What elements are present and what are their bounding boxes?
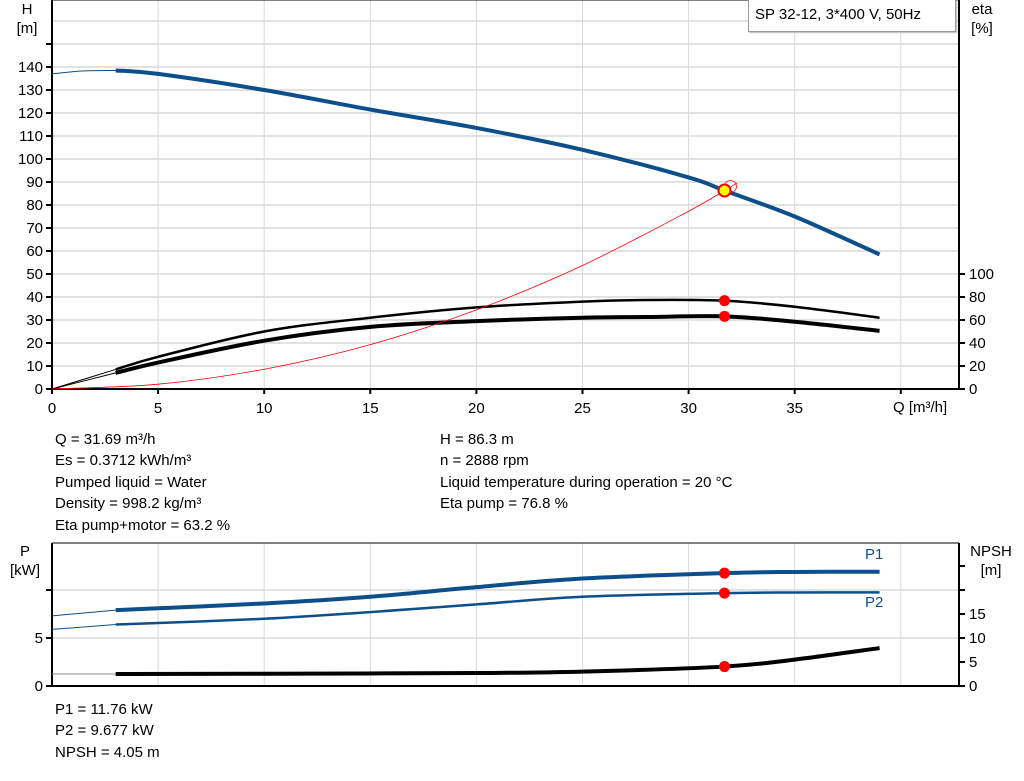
h-label: H	[21, 1, 33, 18]
result-eta-pump: Eta pump = 76.8 %	[440, 495, 568, 512]
duty-point-p2	[718, 587, 730, 599]
right-tick-label: 5	[969, 654, 977, 671]
result-eta-pump-motor: Eta pump+motor = 63.2 %	[55, 517, 231, 534]
npsh-unit: [m]	[980, 562, 1002, 579]
right-tick-label: 80	[969, 289, 986, 306]
result-h: H = 86.3 m	[440, 431, 514, 448]
npsh-label: NPSH	[970, 543, 1012, 560]
left-tick-label: 0	[35, 678, 43, 695]
series-eta-pump-motor-extrapolated	[51, 372, 116, 390]
series-p2-extrapolated	[51, 624, 116, 630]
result-temp: Liquid temperature during operation = 20…	[440, 474, 733, 491]
right-tick-label: 20	[969, 358, 986, 375]
duty-point-head	[717, 183, 732, 198]
eta-unit: [%]	[971, 20, 993, 37]
result-density: Density = 998.2 kg/m³	[55, 495, 202, 512]
right-tick-label: 100	[969, 266, 994, 283]
x-tick-label: 5	[154, 400, 162, 417]
right-tick-label: 40	[969, 335, 986, 352]
left-tick-label: 120	[18, 105, 43, 122]
result-p2: P2 = 9.677 kW	[55, 722, 154, 739]
x-tick-label: 35	[786, 400, 803, 417]
h-axis-label: H [m]	[12, 0, 42, 38]
right-tick-label: 15	[969, 606, 986, 623]
left-tick-label: 0	[35, 381, 43, 398]
q-axis-label: Q [m³/h]	[893, 399, 948, 416]
left-tick-label: 20	[26, 335, 43, 352]
legend-box: SP 32-12, 3*400 V, 50Hz	[748, 0, 956, 32]
result-p1: P1 = 11.76 kW	[55, 701, 153, 718]
h-unit: [m]	[16, 20, 38, 37]
series-p1	[115, 569, 880, 613]
series-system-curve	[51, 182, 738, 390]
x-tick-label: 25	[574, 400, 591, 417]
p1-series-label: P1	[865, 546, 884, 563]
left-tick-label: 110	[19, 128, 43, 145]
right-tick-label: 0	[969, 381, 977, 398]
right-tick-label: 0	[969, 678, 977, 695]
series-p1-extrapolated	[51, 609, 116, 617]
result-npsh: NPSH = 4.05 m	[55, 744, 160, 761]
p-axis-label: P [kW]	[5, 542, 45, 580]
duty-point-eta-pump	[718, 295, 730, 307]
x-tick-label: 30	[680, 400, 697, 417]
result-es: Es = 0.3712 kWh/m³	[55, 452, 192, 469]
series-eta-pump-extrapolated	[51, 368, 116, 390]
eta-label: eta	[971, 1, 993, 18]
left-tick-label: 70	[26, 220, 43, 237]
result-liquid: Pumped liquid = Water	[55, 474, 207, 491]
x-tick-label: 0	[48, 400, 56, 417]
duty-point-npsh	[718, 661, 730, 673]
result-n: n = 2888 rpm	[440, 452, 529, 469]
p-label: P	[19, 543, 30, 560]
series-h	[115, 68, 881, 257]
left-tick-label: 5	[35, 630, 43, 647]
series-p2	[115, 591, 880, 626]
x-tick-label: 15	[362, 400, 379, 417]
right-tick-label: 60	[969, 312, 986, 329]
series-eta-pump-motor	[115, 314, 880, 375]
p2-series-label: P2	[865, 594, 884, 611]
duty-point-eta-pump-motor	[718, 310, 730, 322]
left-tick-label: 100	[18, 151, 43, 168]
x-tick-label: 10	[256, 400, 273, 417]
x-tick-label: 20	[468, 400, 485, 417]
p-unit: [kW]	[10, 562, 40, 579]
left-tick-label: 60	[26, 243, 43, 260]
right-tick-label: 10	[969, 630, 986, 647]
left-tick-label: 140	[18, 59, 43, 76]
eta-axis-label: eta [%]	[965, 0, 999, 38]
left-tick-label: 30	[26, 312, 43, 329]
duty-point-p1	[718, 567, 730, 579]
result-q: Q = 31.69 m³/h	[55, 431, 156, 448]
left-tick-label: 130	[18, 82, 43, 99]
left-tick-label: 50	[26, 266, 43, 283]
left-tick-label: 40	[26, 289, 43, 306]
npsh-axis-label: NPSH [m]	[966, 542, 1016, 580]
series-h-extrapolated	[51, 69, 116, 75]
left-tick-label: 90	[26, 174, 43, 191]
left-tick-label: 10	[26, 358, 43, 375]
series-npsh	[115, 646, 880, 676]
series-eta-pump	[115, 298, 880, 371]
left-tick-label: 80	[26, 197, 43, 214]
